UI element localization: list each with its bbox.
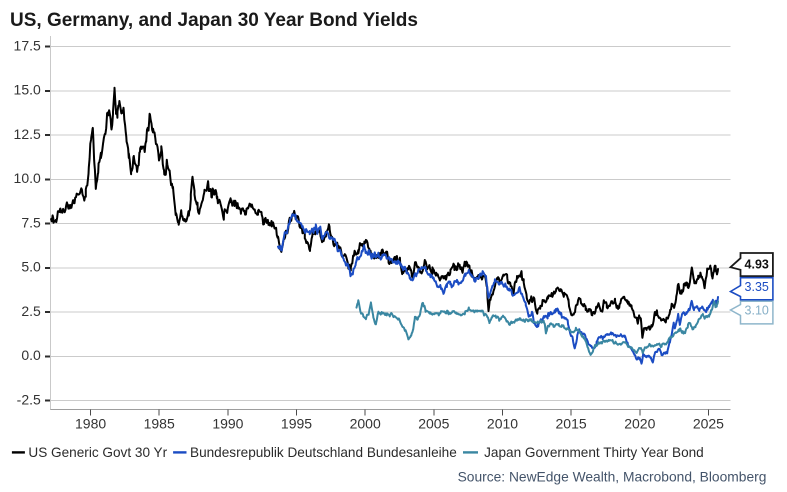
svg-text:0.0: 0.0 — [21, 347, 41, 363]
svg-text:17.5: 17.5 — [14, 37, 41, 53]
svg-text:2.5: 2.5 — [21, 303, 41, 319]
svg-text:15.0: 15.0 — [14, 82, 41, 98]
svg-text:1990: 1990 — [212, 415, 243, 431]
svg-text:12.5: 12.5 — [14, 126, 41, 142]
svg-text:2010: 2010 — [487, 415, 518, 431]
svg-text:2005: 2005 — [418, 415, 449, 431]
svg-text:US Generic Govt 30 Yr: US Generic Govt 30 Yr — [28, 445, 167, 460]
svg-text:-2.5: -2.5 — [17, 391, 41, 407]
svg-text:1995: 1995 — [281, 415, 312, 431]
svg-text:3.35: 3.35 — [745, 280, 769, 294]
svg-text:Source: NewEdge Wealth, Macrob: Source: NewEdge Wealth, Macrobond, Bloom… — [458, 469, 767, 484]
svg-text:4.93: 4.93 — [745, 257, 769, 271]
svg-text:US, Germany, and Japan 30 Year: US, Germany, and Japan 30 Year Bond Yiel… — [10, 10, 418, 31]
svg-text:1985: 1985 — [144, 415, 175, 431]
svg-text:2000: 2000 — [350, 415, 381, 431]
svg-text:2020: 2020 — [624, 415, 655, 431]
svg-text:2015: 2015 — [556, 415, 587, 431]
svg-text:1980: 1980 — [75, 415, 106, 431]
svg-text:Japan Government Thirty Year B: Japan Government Thirty Year Bond — [484, 445, 704, 460]
svg-text:10.0: 10.0 — [14, 170, 41, 186]
svg-text:5.0: 5.0 — [21, 259, 41, 275]
svg-text:2025: 2025 — [693, 415, 724, 431]
svg-text:3.10: 3.10 — [745, 304, 769, 318]
svg-text:7.5: 7.5 — [21, 214, 41, 230]
svg-text:Bundesrepublik Deutschland Bun: Bundesrepublik Deutschland Bundesanleihe — [190, 445, 457, 460]
